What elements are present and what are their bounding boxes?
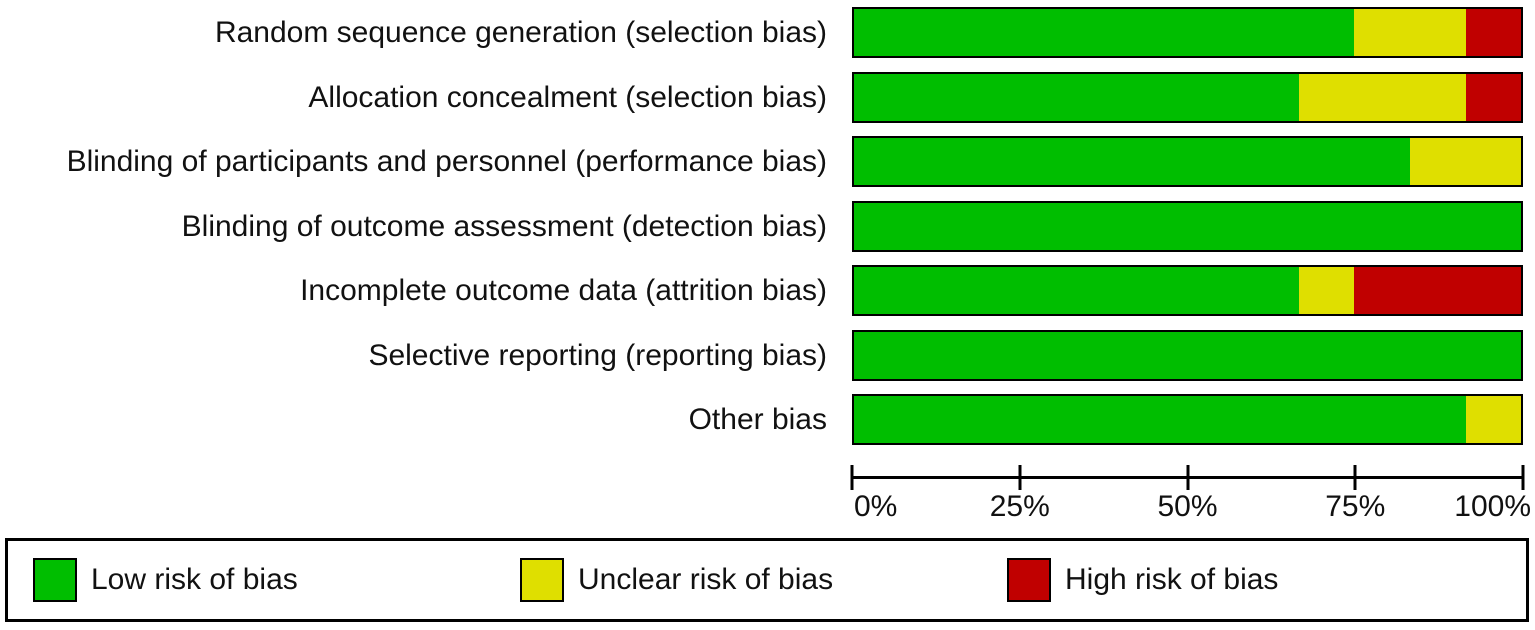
chart-row: Blinding of participants and personnel (… bbox=[0, 136, 1535, 187]
chart-row: Selective reporting (reporting bias) bbox=[0, 329, 1535, 381]
bar-segment-high-risk-of-bias bbox=[1465, 73, 1521, 121]
legend-swatch-high-risk bbox=[1007, 558, 1051, 602]
x-axis-tick bbox=[850, 465, 854, 490]
x-axis-tick bbox=[1186, 465, 1189, 490]
legend-swatch-low-risk bbox=[33, 558, 77, 602]
bar-segment-low-risk-of-bias bbox=[854, 202, 1521, 250]
stacked-bar bbox=[852, 7, 1523, 58]
bar-segment-high-risk-of-bias bbox=[1354, 267, 1521, 314]
category-label: Blinding of outcome assessment (detectio… bbox=[181, 209, 827, 243]
category-label: Other bias bbox=[688, 403, 827, 436]
bar-segment-low-risk-of-bias bbox=[854, 396, 1466, 443]
bar-segment-low-risk-of-bias bbox=[854, 138, 1410, 185]
bar-segment-low-risk-of-bias bbox=[854, 267, 1299, 314]
legend-label-low-risk: Low risk of bias bbox=[91, 563, 298, 596]
x-axis-tick bbox=[1521, 465, 1525, 490]
bar-rows: Random sequence generation (selection bi… bbox=[0, 7, 1535, 445]
legend-label-unclear-risk: Unclear risk of bias bbox=[578, 563, 834, 596]
bar-segment-unclear-risk-of-bias bbox=[1298, 73, 1466, 121]
bar-segment-unclear-risk-of-bias bbox=[1354, 9, 1466, 56]
category-label: Selective reporting (reporting bias) bbox=[368, 338, 827, 372]
chart-row: Random sequence generation (selection bi… bbox=[0, 7, 1535, 58]
x-axis-tick-label: 0% bbox=[854, 490, 898, 523]
stacked-bar bbox=[852, 394, 1523, 445]
category-label: Incomplete outcome data (attrition bias) bbox=[300, 274, 827, 307]
chart-row: Allocation concealment (selection bias) bbox=[0, 71, 1535, 123]
legend: Low risk of bias Unclear risk of bias Hi… bbox=[5, 538, 1529, 622]
bar-segment-low-risk-of-bias bbox=[854, 9, 1355, 56]
stacked-bar bbox=[852, 71, 1523, 123]
x-axis-tick bbox=[1353, 465, 1357, 490]
x-axis-tick-label: 75% bbox=[1325, 490, 1386, 523]
legend-item-high-risk: High risk of bias bbox=[1007, 541, 1278, 619]
bar-segment-high-risk-of-bias bbox=[1465, 9, 1521, 56]
stacked-bar bbox=[852, 329, 1523, 381]
chart-row: Blinding of outcome assessment (detectio… bbox=[0, 200, 1535, 252]
bar-segment-low-risk-of-bias bbox=[854, 331, 1521, 379]
bar-segment-unclear-risk-of-bias bbox=[1465, 396, 1521, 443]
x-axis: 0% 25% 50% 75% 100% bbox=[850, 0, 1531, 630]
stacked-bar bbox=[852, 265, 1523, 316]
bar-segment-unclear-risk-of-bias bbox=[1409, 138, 1521, 185]
x-axis-tick-label: 100% bbox=[1454, 490, 1531, 523]
legend-item-unclear-risk: Unclear risk of bias bbox=[520, 541, 833, 619]
bar-segment-low-risk-of-bias bbox=[854, 73, 1299, 121]
x-axis-tick-label: 25% bbox=[989, 490, 1050, 523]
legend-swatch-unclear-risk bbox=[520, 558, 564, 602]
chart-row: Other bias bbox=[0, 394, 1535, 445]
category-label: Random sequence generation (selection bi… bbox=[214, 16, 827, 49]
stacked-bar bbox=[852, 136, 1523, 187]
legend-label-high-risk: High risk of bias bbox=[1065, 563, 1279, 596]
legend-item-low-risk: Low risk of bias bbox=[33, 541, 298, 619]
stacked-bar bbox=[852, 200, 1523, 252]
bar-segment-unclear-risk-of-bias bbox=[1298, 267, 1355, 314]
category-label: Blinding of participants and personnel (… bbox=[66, 145, 827, 178]
chart-row: Incomplete outcome data (attrition bias) bbox=[0, 265, 1535, 316]
x-axis-tick bbox=[1018, 465, 1022, 490]
x-axis-tick-label: 50% bbox=[1157, 490, 1218, 523]
category-label: Allocation concealment (selection bias) bbox=[308, 80, 827, 114]
